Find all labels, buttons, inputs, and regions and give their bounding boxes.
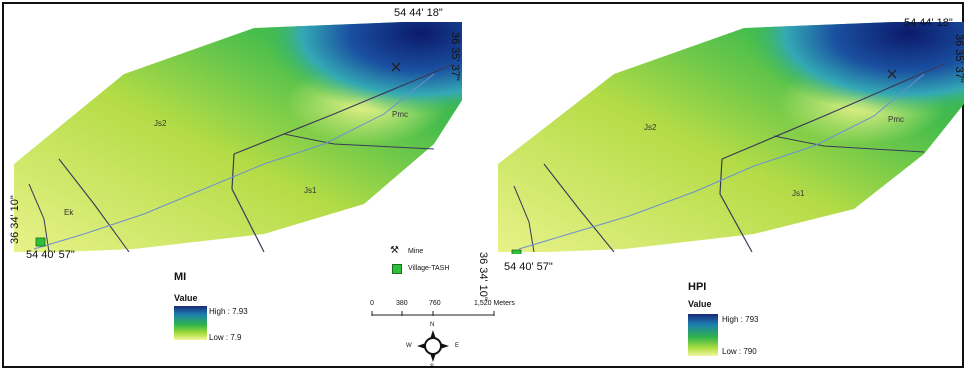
hpi-coord-bottom-left: 54 40' 57" — [504, 261, 553, 273]
west-label: W — [406, 343, 412, 349]
mi-legend-high: High : 7.93 — [209, 307, 248, 316]
scale-tick-2: 760 — [429, 300, 441, 307]
hpi-legend-title: HPI — [688, 281, 707, 293]
hpi-legend-low: Low : 790 — [722, 347, 757, 356]
hpi-map — [498, 22, 964, 254]
hpi-legend-subtitle: Value — [688, 299, 712, 309]
mi-label-js2: Js2 — [154, 119, 167, 128]
scale-tick-0: 0 — [370, 300, 374, 307]
mine-icon — [887, 69, 897, 79]
hpi-label-pmc: Pmc — [888, 115, 904, 124]
mine-legend-label: Mine — [408, 248, 424, 255]
mine-legend-icon: ⚒ — [390, 245, 399, 256]
village-legend-icon — [392, 264, 402, 274]
mi-label-js1: Js1 — [304, 186, 317, 195]
hpi-coord-top-right: 54 44' 18" — [904, 17, 953, 29]
north-label: N — [430, 322, 435, 328]
mi-label-ek: Ek — [64, 208, 74, 217]
hpi-legend-high: High : 793 — [722, 315, 759, 324]
hpi-label-js1: Js1 — [792, 189, 805, 198]
village-icon — [35, 237, 46, 247]
south-label: S — [430, 364, 435, 370]
mi-coord-top-right: 54 44' 18" — [394, 7, 443, 19]
mi-legend-low: Low : 7.9 — [209, 333, 242, 342]
mi-legend-title: MI — [174, 271, 187, 283]
village-legend-label: Village-TASH — [408, 265, 450, 272]
scale-bar — [371, 311, 495, 316]
mi-map — [14, 22, 462, 252]
hpi-legend-ramp — [688, 314, 718, 356]
mine-icon — [391, 62, 401, 72]
north-arrow-icon — [417, 330, 449, 362]
village-icon — [511, 249, 522, 254]
mi-coord-bottom-left: 54 40' 57" — [26, 249, 75, 261]
mi-legend-ramp — [174, 306, 207, 340]
hpi-coord-right: 36 35' 37" — [953, 34, 965, 83]
mi-legend-subtitle: Value — [174, 293, 198, 303]
scale-tick-1: 380 — [396, 300, 408, 307]
scale-tick-3: 1,520 Meters — [474, 300, 515, 307]
hpi-label-js2: Js2 — [644, 123, 657, 132]
mi-label-pmc: Pmc — [392, 110, 408, 119]
east-label: E — [455, 343, 460, 349]
hpi-coord-left: 36 34' 10" — [477, 252, 489, 301]
